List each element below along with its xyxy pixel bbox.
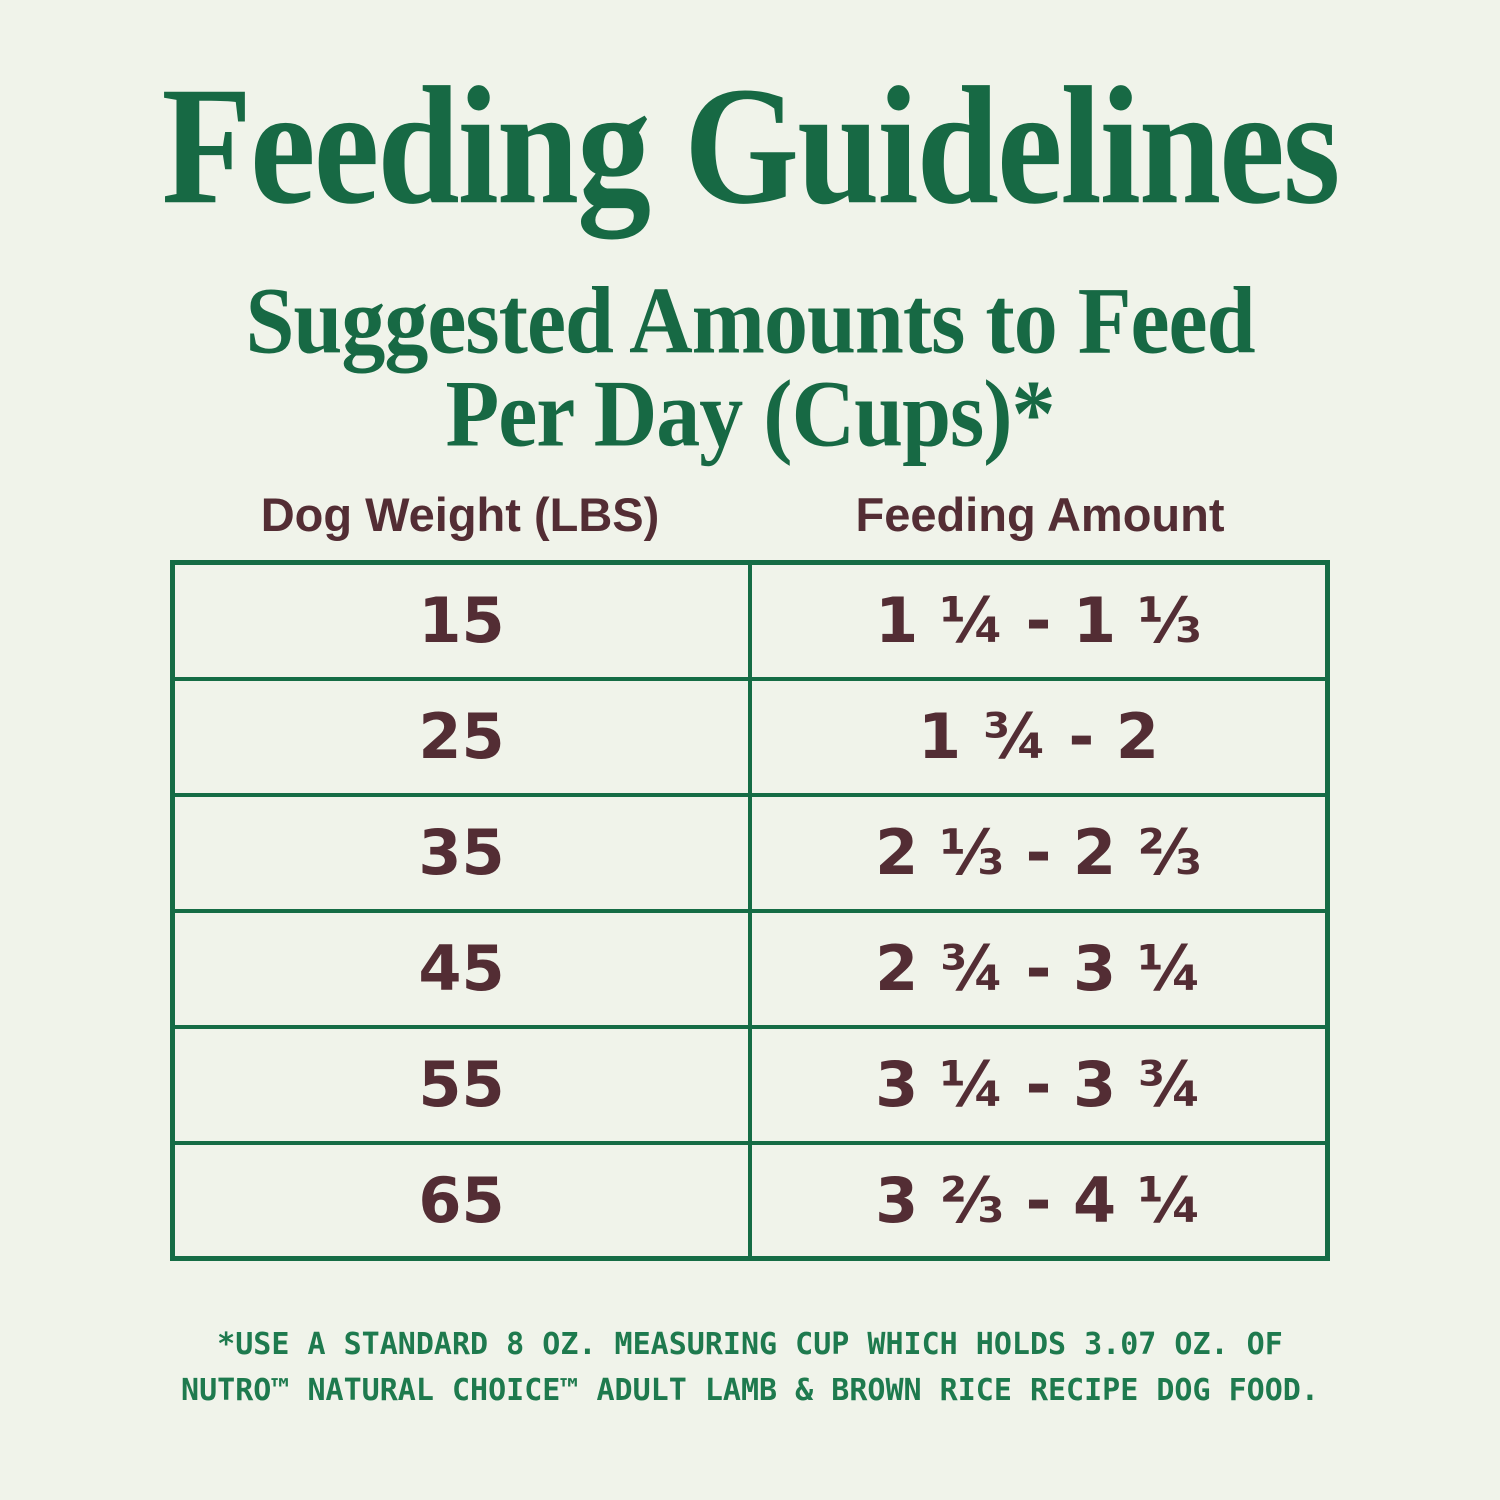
column-header-dog-weight: Dog Weight (LBS) (260, 488, 660, 541)
dog-weight-cell: 15 (170, 560, 752, 681)
feeding-amount-cell: 3 ⅔ - 4 ¼ (748, 1140, 1330, 1261)
dog-weight-cell: 55 (170, 1024, 752, 1145)
dog-weight-cell: 25 (170, 676, 752, 797)
table-row: 35 2 ⅓ - 2 ⅔ (170, 792, 1330, 913)
footnote-line-1: *USE A STANDARD 8 OZ. MEASURING CUP WHIC… (217, 1327, 1283, 1362)
feeding-amount-cell: 2 ¾ - 3 ¼ (748, 908, 1330, 1029)
dog-weight-cell: 65 (170, 1140, 752, 1261)
page-subtitle: Suggested Amounts to Feed Per Day (Cups)… (0, 269, 1500, 468)
feeding-amount-cell: 2 ⅓ - 2 ⅔ (748, 792, 1330, 913)
table-row: 25 1 ¾ - 2 (170, 676, 1330, 797)
page-title: Feeding Guidelines (161, 52, 1341, 240)
feeding-amount-cell: 1 ¼ - 1 ⅓ (748, 560, 1330, 681)
table-column-headers: Dog Weight (LBS) Feeding Amount (170, 487, 1330, 542)
table-row: 45 2 ¾ - 3 ¼ (170, 908, 1330, 1029)
table-row: 65 3 ⅔ - 4 ¼ (170, 1140, 1330, 1261)
subtitle-line-2: Per Day (Cups)* (445, 362, 1055, 468)
feeding-amount-cell: 1 ¾ - 2 (748, 676, 1330, 797)
footnote: *USE A STANDARD 8 OZ. MEASURING CUP WHIC… (0, 1322, 1500, 1414)
dog-weight-cell: 35 (170, 792, 752, 913)
footnote-line-2: NUTRO™ NATURAL CHOICE™ ADULT LAMB & BROW… (181, 1373, 1319, 1408)
table-row: 15 1 ¼ - 1 ⅓ (170, 560, 1330, 681)
feeding-table: 15 1 ¼ - 1 ⅓ 25 1 ¾ - 2 35 2 ⅓ - 2 ⅔ 45 … (170, 560, 1330, 1261)
subtitle-line-1: Suggested Amounts to Feed (245, 269, 1255, 375)
feeding-amount-cell: 3 ¼ - 3 ¾ (748, 1024, 1330, 1145)
column-header-feeding-amount: Feeding Amount (855, 488, 1225, 541)
dog-weight-cell: 45 (170, 908, 752, 1029)
table-row: 55 3 ¼ - 3 ¾ (170, 1024, 1330, 1145)
